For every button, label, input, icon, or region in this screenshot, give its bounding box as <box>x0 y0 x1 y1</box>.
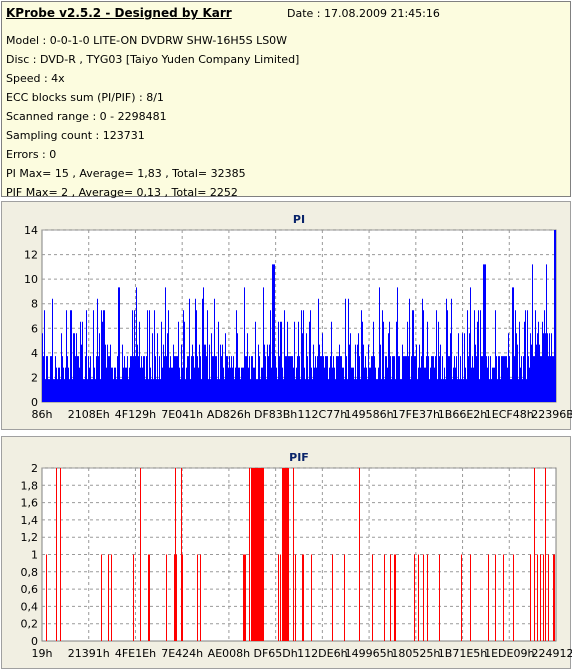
errors-line: Errors : 0 <box>6 148 57 161</box>
chart-title: PIF <box>289 451 309 464</box>
x-tick-label: AD826h <box>207 408 251 421</box>
y-tick-label: 8 <box>31 298 38 311</box>
y-tick-label: 0 <box>31 396 38 409</box>
y-tick-label: 2 <box>31 371 38 384</box>
y-tick-label: 1,2 <box>21 531 39 544</box>
y-tick-label: 2 <box>31 462 38 475</box>
y-tick-label: 1,6 <box>21 497 39 510</box>
x-tick-label: 1B66E2h <box>438 408 487 421</box>
x-tick-label: 149965h <box>345 647 394 660</box>
x-tick-label: 149586h <box>345 408 394 421</box>
info-panel: KProbe v2.5.2 - Designed by Karr Date : … <box>1 1 571 199</box>
y-tick-label: 14 <box>24 224 38 237</box>
x-tick-label: 19h <box>32 647 53 660</box>
speed-line: Speed : 4x <box>6 72 65 85</box>
range-line: Scanned range : 0 - 2298481 <box>6 110 167 123</box>
x-tick-label: 4FE1Eh <box>115 647 156 660</box>
pif-summary-line: PIF Max= 2 , Average= 0,13 , Total= 2252 <box>6 186 238 199</box>
x-tick-label: 1ECF48h <box>485 408 534 421</box>
model-line: Model : 0-0-1-0 LITE-ON DVDRW SHW-16H5S … <box>6 34 288 47</box>
y-tick-label: 0,2 <box>21 618 39 631</box>
x-tick-label: 2108Eh <box>68 408 110 421</box>
x-tick-label: DF83Bh <box>254 408 297 421</box>
data-series-pif <box>46 468 555 641</box>
scan-date: Date : 17.08.2009 21:45:16 <box>287 7 440 20</box>
y-tick-label: 10 <box>24 273 38 286</box>
data-series-pi <box>42 230 556 402</box>
x-tick-label: AE008h <box>208 647 250 660</box>
pi-chart-panel: PI 0 2 4 6 8 10 12 14 86h 2108Eh 4F129h 7E041h AD826h… <box>1 201 572 430</box>
x-tick-label: DF65Dh <box>254 647 298 660</box>
x-tick-label: 112C77h <box>298 408 348 421</box>
x-tick-label: 1EDE09h <box>484 647 534 660</box>
chart-title: PI <box>293 213 305 226</box>
x-tick-label: 112DE6h <box>297 647 347 660</box>
plot-area <box>41 467 557 642</box>
pif-chart: PIF 0 0,2 0,4 0,6 0,8 1 1,2 1,4 1,6 1,8 2 19h 21391h 4… <box>21 451 572 660</box>
y-tick-label: 0,8 <box>21 566 39 579</box>
pi-summary-line: PI Max= 15 , Average= 1,83 , Total= 3238… <box>6 167 246 180</box>
x-tick-label: 86h <box>32 408 53 421</box>
disc-line: Disc : DVD-R , TYG03 [Taiyo Yuden Compan… <box>6 53 300 66</box>
sampling-line: Sampling count : 123731 <box>6 129 145 142</box>
x-tick-label: 1B71E5h <box>438 647 487 660</box>
x-tick-label: 4F129h <box>115 408 156 421</box>
pif-chart-panel: PIF 0 0,2 0,4 0,6 0,8 1 1,2 1,4 1,6 1,8 2 19h 21391h 4… <box>1 436 572 669</box>
x-tick-label: 224912h <box>532 647 572 660</box>
y-tick-label: 6 <box>31 322 38 335</box>
y-tick-label: 1,4 <box>21 514 39 527</box>
x-tick-label: 7E041h <box>161 408 203 421</box>
y-tick-label: 0,4 <box>21 600 39 613</box>
x-tick-label: 22396Bh <box>531 408 572 421</box>
y-tick-label: 1 <box>31 549 38 562</box>
x-tick-label: 7E424h <box>161 647 203 660</box>
y-tick-label: 1,8 <box>21 479 39 492</box>
x-tick-label: 21391h <box>68 647 110 660</box>
y-tick-label: 0,6 <box>21 583 39 596</box>
pi-chart: PI 0 2 4 6 8 10 12 14 86h 2108Eh 4F129h 7E041h AD826h… <box>24 213 572 421</box>
y-tick-label: 12 <box>24 249 38 262</box>
app-title: KProbe v2.5.2 - Designed by Karr <box>6 6 232 20</box>
ecc-line: ECC blocks sum (PI/PIF) : 8/1 <box>6 91 164 104</box>
x-tick-label: 180525h <box>391 647 440 660</box>
y-tick-label: 0 <box>31 635 38 648</box>
x-tick-label: 17FE37h <box>392 408 440 421</box>
y-tick-label: 4 <box>31 347 38 360</box>
